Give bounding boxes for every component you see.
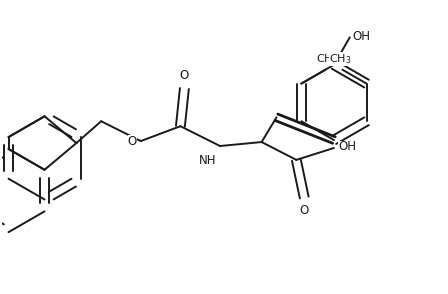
Text: O: O: [300, 204, 309, 218]
Text: OH: OH: [353, 30, 371, 43]
Text: OH: OH: [338, 141, 356, 153]
Text: CH$_3$: CH$_3$: [329, 52, 352, 66]
Text: CH$_3$: CH$_3$: [316, 52, 339, 66]
Text: NH: NH: [198, 154, 216, 167]
Text: O: O: [180, 69, 189, 82]
Text: O: O: [128, 135, 137, 148]
